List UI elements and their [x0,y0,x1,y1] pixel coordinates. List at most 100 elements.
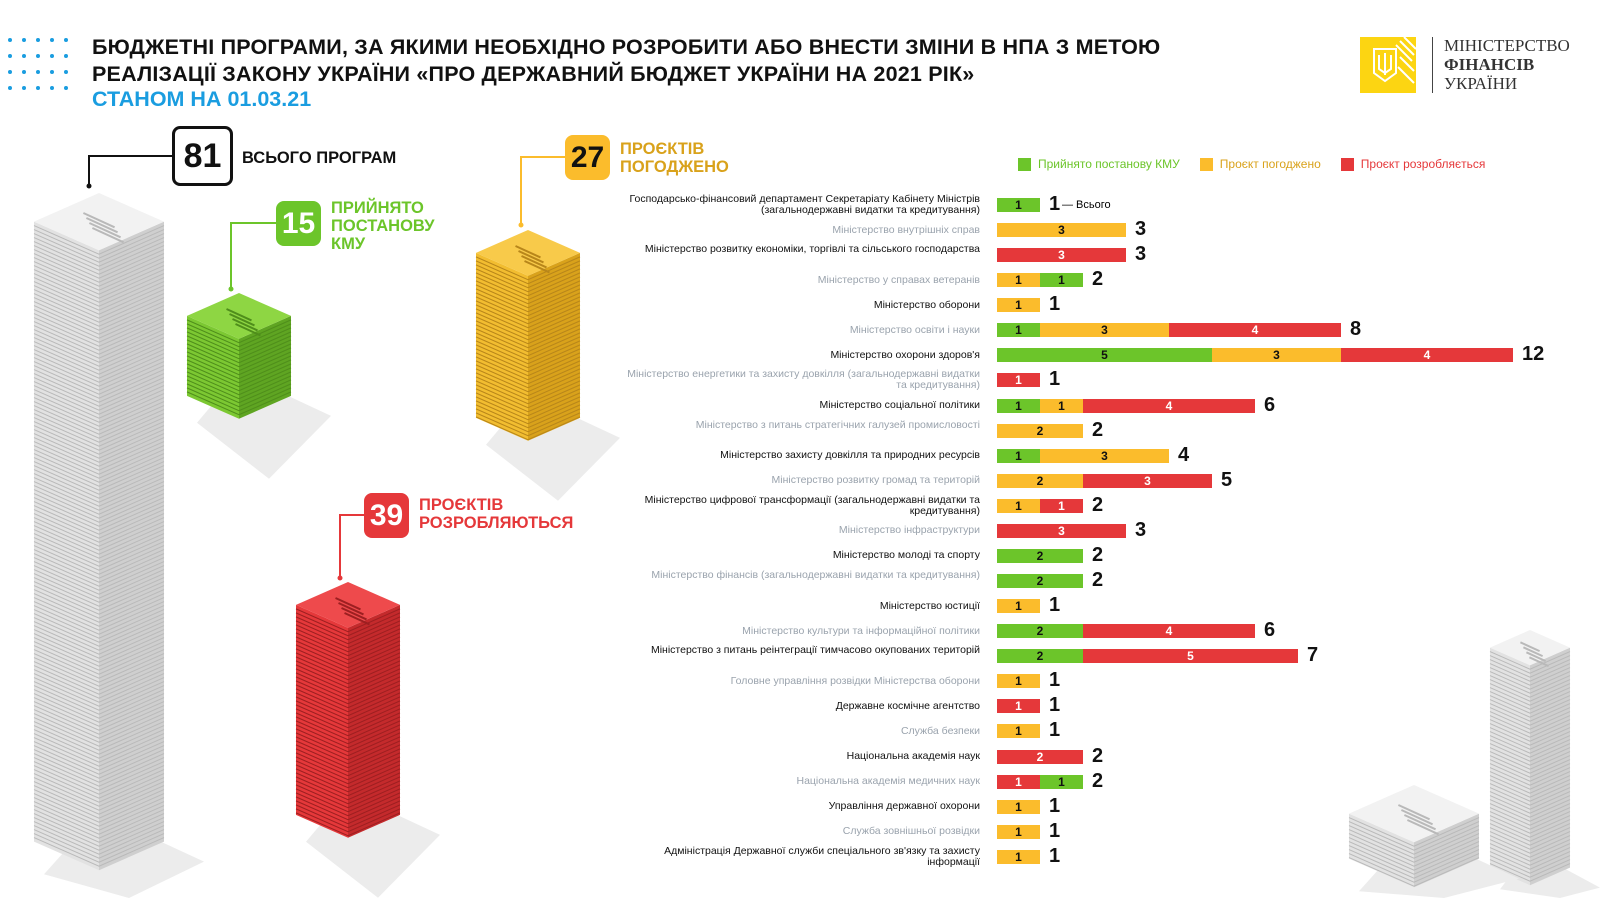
adopted-label-1: ПРИЙНЯТО [331,199,424,217]
row-label: Міністерство культури та інформаційної п… [742,624,980,637]
logo-line-3: УКРАЇНИ [1444,74,1518,93]
total-stack-page-line [33,677,165,707]
deco-stack-1-doc-text-icon [1519,641,1541,653]
row-label: Адміністрація Державної служби спеціальн… [664,844,980,868]
deco-stack-1-page-line [1489,659,1571,678]
decorative-dots [8,38,78,90]
agreed-stack-page-line [475,396,581,421]
row-total: 2 [1092,744,1104,767]
ministry-logo-text: МІНІСТЕРСТВО ФІНАНСІВ УКРАЇНИ [1444,36,1570,93]
adopted-stack-page-line [186,371,292,396]
total-stack-page-line [33,429,165,459]
total-stack-page-line [33,457,165,487]
row-label: Міністерство розвитку економіки, торгівл… [644,243,980,256]
agreed-stack-page-line [475,412,581,437]
dot [50,86,54,90]
adopted-stack-page-line [186,363,292,388]
adopted-stack-top [187,293,291,339]
agreed-stack-page-line [475,360,581,385]
agreed-stack-page-line [475,356,581,381]
deco-stack-1-page-line [1489,747,1571,766]
row-label: Національна академія медичних наук [796,775,980,788]
total-stack-page-line [33,717,165,747]
agreed-stack-page-line [475,288,581,313]
developing-stack-page-line [295,640,401,665]
bar-segment-g: 1 [997,198,1040,212]
total-stack-page-line [33,301,165,331]
dot [64,70,68,74]
dot [50,70,54,74]
agreed-stack-page-line [475,340,581,365]
total-stack-page-line [33,657,165,687]
total-stack-page-line [33,357,165,387]
bar-segment-r: 4 [1169,323,1341,338]
total-stack-page-line [33,245,165,275]
total-stack-page-line [33,265,165,295]
total-stack-page-line [33,765,165,795]
developing-stack-page-line [295,624,401,649]
adopted-stack-page-line [186,359,292,384]
agreed-stack-page-line [475,312,581,337]
developing-stack-page-line [295,680,401,705]
adopted-stack-page-line [186,391,292,416]
deco-stack-1-page-line [1489,735,1571,754]
deco-stack-1-page-line [1489,703,1571,722]
bar-segment-y: 3 [1212,348,1341,363]
bar-segment-y: 1 [997,298,1040,313]
bar-segment-y: 1 [997,273,1040,288]
deco-stack-1-page-line [1489,779,1571,798]
developing-stack-page-line [295,716,401,741]
developing-stack-page-line [295,752,401,777]
total-stack-page-line [33,713,165,743]
bar-segment-g: 2 [997,574,1083,589]
row-label: Служба зовнішньої розвідки [842,825,980,838]
agreed-stack-page-line [475,332,581,357]
row-total: 2 [1092,418,1104,441]
callout-connector [230,222,276,289]
deco-stack-1-page-line [1489,695,1571,714]
total-stack-page-line [33,653,165,683]
deco-stack-2-doc-text-icon [1397,804,1431,821]
callout-connector [339,514,364,578]
total-stack-page-line [33,481,165,511]
row-label: Міністерство цифрової трансформації (заг… [644,493,980,517]
agreed-stack-page-line [475,300,581,325]
deco-stack-1-page-line [1489,787,1571,806]
developing-stack-page-line [295,768,401,793]
total-stack-page-line [33,509,165,539]
deco-stack-1-page-line [1489,803,1571,822]
deco-stack-1-page-line [1489,687,1571,706]
total-stack-doc-text-icon [85,217,119,234]
dot [64,38,68,42]
deco-stack-1-page-line [1489,855,1571,874]
developing-stack-page-line [295,620,401,645]
agreed-stack-page-line [475,296,581,321]
total-stack-page-line [33,469,165,499]
total-stack-page-line [33,373,165,403]
total-stack-page-line [33,577,165,607]
agreed-stack-doc-text-icon [518,250,544,264]
total-stack-doc-text-icon [91,227,125,244]
adopted-label-3: КМУ [331,235,366,253]
legend-swatch-red [1340,157,1354,171]
agreed-stack-page-line [475,264,581,289]
total-stack-page-line [33,413,165,443]
total-stack-right-face [99,221,164,871]
total-stack-page-line [33,665,165,695]
legend-label: Прийнято постанову КМУ [1038,157,1180,171]
total-stack-page-line [33,449,165,479]
total-stack-page-line [33,377,165,407]
total-stack-page-line [33,709,165,739]
total-stack-page-line [33,705,165,735]
developing-stack-page-line [295,796,401,821]
bar-segment-r: 4 [1083,398,1255,413]
bar-segment-g: 2 [997,624,1083,639]
total-stack-page-line [33,369,165,399]
total-programs-badge: 81 [172,126,233,186]
row-total: 6 [1264,619,1276,642]
dot [50,38,54,42]
adopted-stack-doc-text-icon [235,323,261,337]
total-stack-page-line [33,749,165,779]
total-stack-page-line [33,533,165,563]
bar-segment-r: 4 [1083,624,1255,639]
